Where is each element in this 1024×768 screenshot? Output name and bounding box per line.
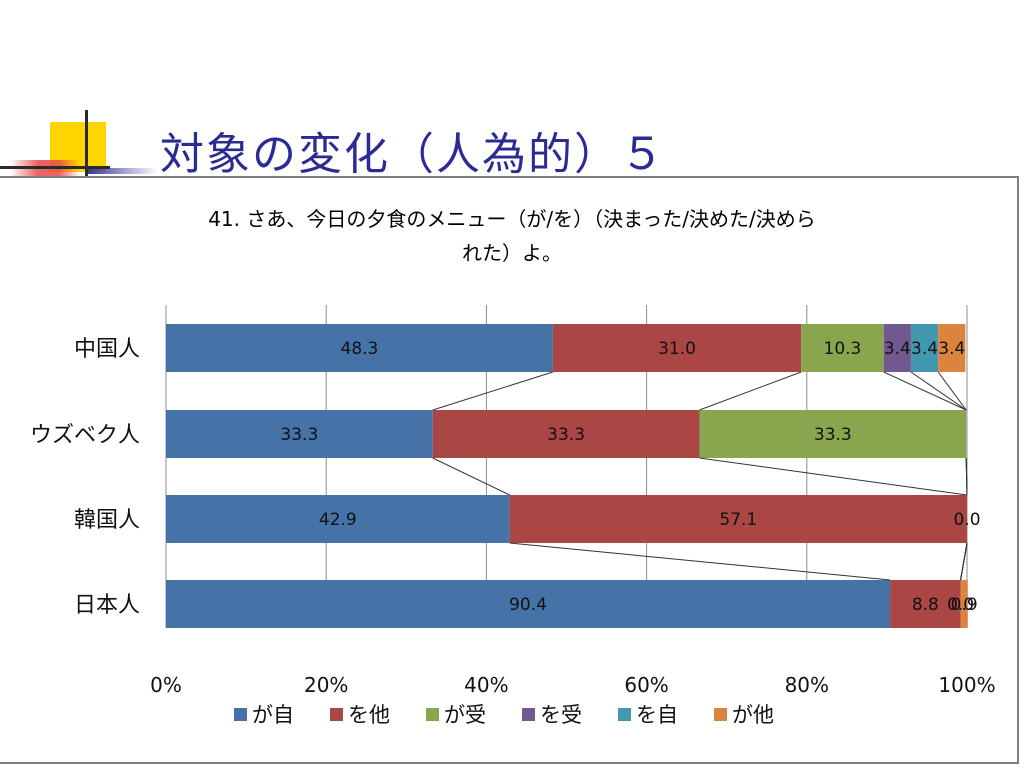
- data-label: 10.3: [824, 339, 862, 359]
- category-label: 韓国人: [74, 508, 140, 533]
- series-line: [509, 542, 891, 581]
- data-label: 8.8: [912, 595, 939, 615]
- legend-swatch: [330, 708, 343, 721]
- series-line: [699, 457, 968, 496]
- data-label: 3.4: [884, 339, 911, 359]
- x-tick-label: 100%: [938, 673, 995, 697]
- series-line: [937, 371, 967, 411]
- legend-label: が自: [252, 703, 294, 727]
- legend-swatch: [618, 708, 631, 721]
- bar-segment: [938, 324, 966, 372]
- series-line: [883, 371, 967, 411]
- legend-label: を受: [540, 703, 582, 727]
- data-label: 33.3: [814, 425, 852, 445]
- series-line: [432, 371, 554, 411]
- data-label: 42.9: [319, 510, 357, 530]
- decor-blue-bar: [88, 168, 158, 174]
- data-label: 57.1: [719, 510, 757, 530]
- category-label: 日本人: [74, 593, 140, 618]
- chart-title-line-2: れた）よ。: [462, 241, 562, 265]
- bar-segment: [890, 580, 961, 628]
- series-line: [960, 542, 968, 581]
- data-label: 0.0: [947, 595, 974, 615]
- legend-label: を他: [348, 703, 390, 727]
- data-label: 0.0: [953, 510, 980, 530]
- bar-segment: [166, 495, 510, 543]
- bar-segment: [552, 324, 802, 372]
- data-label: 3.4: [938, 339, 965, 359]
- x-tick-label: 40%: [464, 673, 508, 697]
- chart-title: 41. さあ、今日の夕食のメニュー（が/を）（決まった/決めた/決めら れた）よ…: [0, 202, 1024, 270]
- chart-frame: [0, 176, 1019, 764]
- x-tick-label: 20%: [304, 673, 348, 697]
- x-tick-label: 0%: [150, 673, 182, 697]
- bar-segment: [883, 324, 911, 372]
- data-label: 33.3: [280, 425, 318, 445]
- bar-segment: [166, 410, 433, 458]
- legend-label: が他: [732, 703, 774, 727]
- legend-label: が受: [444, 703, 486, 727]
- legend-swatch: [426, 708, 439, 721]
- legend-swatch: [234, 708, 247, 721]
- category-label: ウズベク人: [30, 423, 140, 448]
- legend-swatch: [714, 708, 727, 721]
- category-label: 中国人: [74, 337, 140, 362]
- series-line: [699, 371, 802, 411]
- slide-title: 対象の変化（人為的）５: [160, 129, 666, 180]
- bar-segment: [509, 495, 967, 543]
- x-tick-label: 80%: [785, 673, 829, 697]
- legend-swatch: [522, 708, 535, 721]
- data-label: 3.4: [911, 339, 938, 359]
- x-tick-label: 60%: [624, 673, 668, 697]
- data-label: 31.0: [658, 339, 696, 359]
- data-label: 90.4: [509, 595, 547, 615]
- data-label: 0.9: [951, 595, 978, 615]
- data-label: 48.3: [341, 339, 379, 359]
- bar-segment: [910, 324, 939, 372]
- series-line: [432, 457, 510, 496]
- bar-segment: [166, 324, 553, 372]
- bar-segment: [960, 580, 968, 628]
- bar-segment: [166, 580, 891, 628]
- bar-segment: [801, 324, 884, 372]
- legend-label: を自: [636, 703, 678, 727]
- series-line: [910, 371, 967, 411]
- series-line: [965, 457, 968, 496]
- chart-title-line-1: 41. さあ、今日の夕食のメニュー（が/を）（決まった/決めた/決めら: [208, 207, 816, 231]
- bar-segment: [432, 410, 700, 458]
- decor-horizontal-line: [0, 166, 110, 169]
- data-label: 33.3: [547, 425, 585, 445]
- bar-segment: [699, 410, 967, 458]
- decor-vertical-line: [85, 110, 88, 176]
